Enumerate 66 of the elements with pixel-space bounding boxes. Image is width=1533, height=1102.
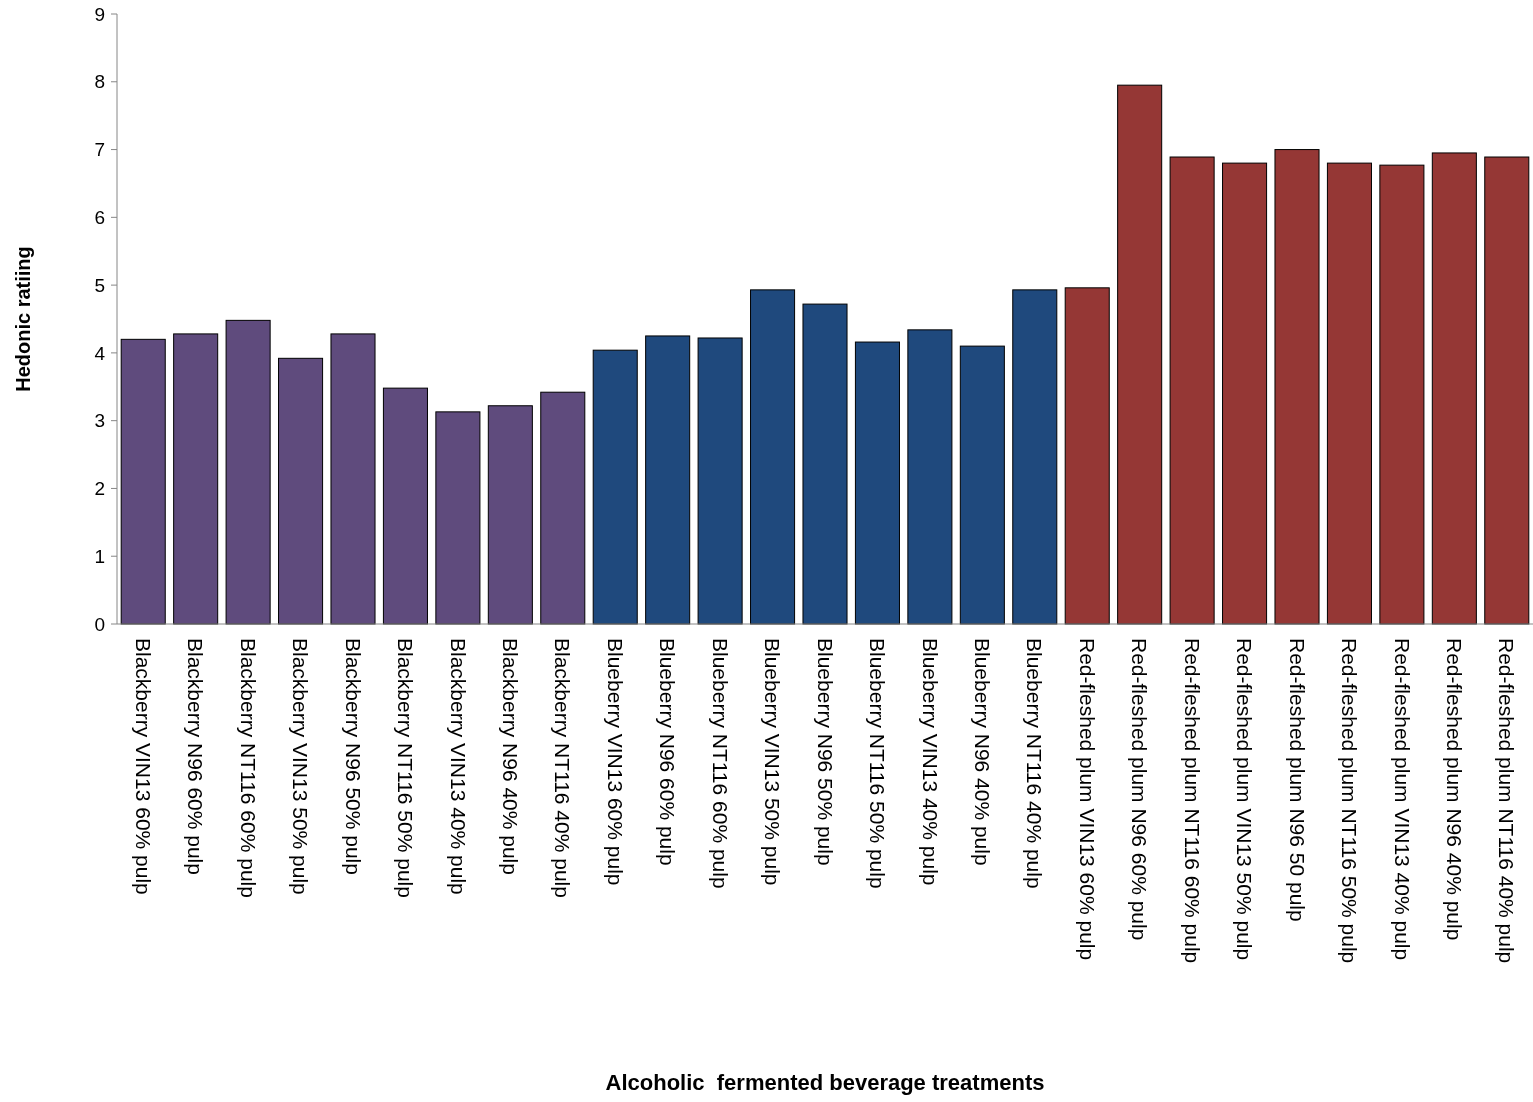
x-tick-label: Blackberry NT116 60% pulp [236,638,260,898]
bar [592,349,638,625]
bar [959,345,1005,625]
bar [278,357,324,625]
y-tick-label: 1 [94,545,105,567]
bar [382,387,428,625]
bar [1169,156,1215,625]
x-tick-label: Blackberry N96 60% pulp [184,638,208,875]
x-tick-label: Blueberry VIN13 40% pulp [918,638,942,886]
x-tick-label: Blackberry VIN13 40% pulp [446,638,470,895]
x-tick-label: Blackberry NT116 50% pulp [394,638,418,898]
y-tick-label: 8 [94,71,105,93]
x-tick-label: Red-fleshed plum VIN13 50% pulp [1233,638,1257,961]
x-tick-label: Blueberry N96 60% pulp [656,638,680,866]
bar [1222,162,1268,625]
y-tick-label: 5 [94,274,105,296]
bar [120,338,166,625]
x-tick-label: Red-fleshed plum VIN13 40% pulp [1390,638,1414,961]
y-tick-label: 7 [94,139,105,161]
x-tick-label: Blackberry VIN13 60% pulp [131,638,155,895]
bar [1274,149,1320,625]
bar [540,391,586,625]
x-tick-label: Blackberry NT116 40% pulp [551,638,575,898]
x-tick-label: Red-fleshed plum VIN13 60% pulp [1075,638,1099,961]
x-tick-label: Red-fleshed plum NT116 60% pulp [1180,638,1204,964]
x-tick-label: Blueberry NT116 50% pulp [866,638,890,889]
x-tick-label: Red-fleshed plum N96 40% pulp [1442,638,1466,941]
y-tick-label: 3 [94,410,105,432]
bar [435,411,481,625]
y-tick-label: 9 [94,3,105,25]
y-tick-label: 0 [94,613,105,635]
x-tick-label: Blueberry VIN13 60% pulp [603,638,627,886]
bar [1012,289,1058,625]
x-tick-label: Blackberry N96 40% pulp [498,638,522,875]
bar [1379,164,1425,625]
x-tick-label: Blueberry VIN13 50% pulp [761,638,785,886]
bar [1326,162,1372,625]
bar [907,329,953,625]
bar [854,341,900,625]
bar [225,319,271,625]
x-tick-label: Red-fleshed plum N96 50 pulp [1285,638,1309,922]
bar [330,333,376,625]
bar [750,289,796,625]
x-tick-label: Red-fleshed plum NT116 50% pulp [1338,638,1362,964]
y-tick-label: 4 [94,342,106,364]
bar [487,405,533,625]
y-tick-label: 2 [94,478,105,500]
x-axis-title: Alcoholic fermented beverage treatments [605,1070,1045,1095]
x-tick-label: Blackberry VIN13 50% pulp [289,638,313,895]
y-axis-title: Hedonic ratiing [12,246,34,392]
x-tick-label: Blueberry N96 50% pulp [813,638,837,866]
x-tick-label: Blueberry NT116 60% pulp [708,638,732,889]
bar [645,335,691,625]
x-tick-label: Blueberry N96 40% pulp [970,638,994,866]
bar [1117,84,1163,625]
x-tick-label: Blueberry NT116 40% pulp [1023,638,1047,889]
y-tick-label: 6 [94,206,105,228]
bar [802,303,848,625]
bar [697,337,743,625]
x-tick-label: Red-fleshed plum N96 60% pulp [1128,638,1152,941]
bar [1484,156,1530,625]
bar [1431,152,1477,625]
bar [1064,287,1110,625]
x-tick-label: Red-fleshed plum NT116 40% pulp [1495,638,1519,964]
x-tick-label: Blackberry N96 50% pulp [341,638,365,875]
bar [173,333,219,625]
